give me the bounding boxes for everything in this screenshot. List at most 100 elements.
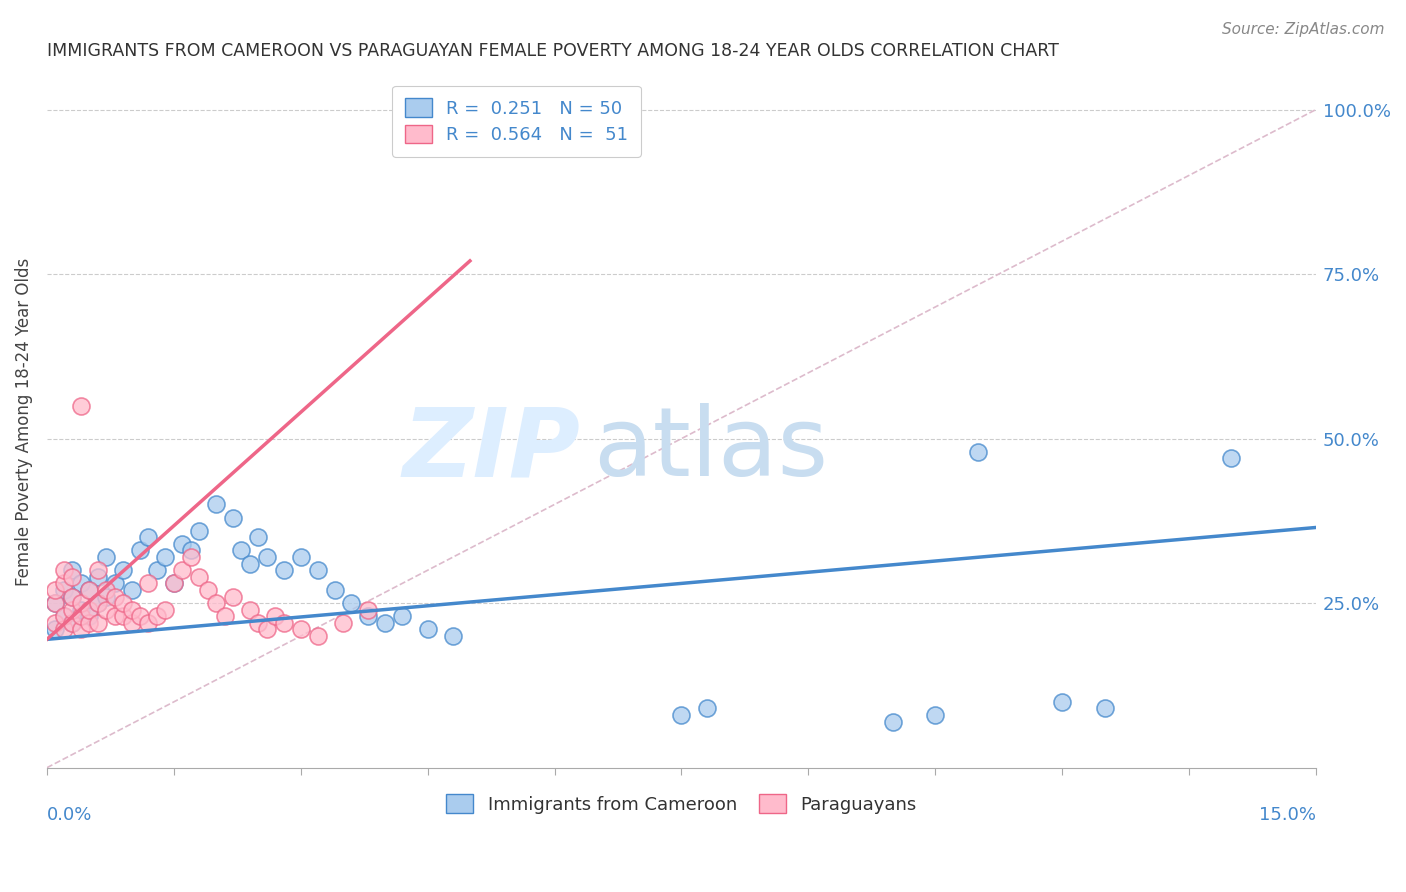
- Point: [374, 615, 396, 630]
- Point: [391, 609, 413, 624]
- Point: [205, 596, 228, 610]
- Point: [1050, 695, 1073, 709]
- Point: [180, 543, 202, 558]
- Point: [290, 623, 312, 637]
- Text: atlas: atlas: [593, 403, 828, 496]
- Point: [77, 615, 100, 630]
- Point: [121, 582, 143, 597]
- Point: [323, 582, 346, 597]
- Point: [163, 576, 186, 591]
- Point: [671, 708, 693, 723]
- Point: [60, 590, 83, 604]
- Point: [357, 603, 380, 617]
- Point: [146, 563, 169, 577]
- Point: [94, 550, 117, 565]
- Point: [69, 603, 91, 617]
- Point: [239, 557, 262, 571]
- Point: [273, 563, 295, 577]
- Point: [69, 609, 91, 624]
- Text: Source: ZipAtlas.com: Source: ZipAtlas.com: [1222, 22, 1385, 37]
- Point: [882, 714, 904, 729]
- Point: [44, 615, 66, 630]
- Point: [44, 582, 66, 597]
- Point: [121, 615, 143, 630]
- Point: [112, 596, 135, 610]
- Point: [77, 603, 100, 617]
- Point: [172, 537, 194, 551]
- Point: [94, 603, 117, 617]
- Point: [52, 609, 75, 624]
- Point: [129, 543, 152, 558]
- Point: [86, 563, 108, 577]
- Point: [121, 603, 143, 617]
- Point: [77, 582, 100, 597]
- Point: [60, 603, 83, 617]
- Point: [416, 623, 439, 637]
- Point: [155, 603, 177, 617]
- Text: 15.0%: 15.0%: [1258, 805, 1316, 823]
- Point: [214, 609, 236, 624]
- Point: [966, 444, 988, 458]
- Point: [103, 576, 125, 591]
- Point: [222, 590, 245, 604]
- Point: [172, 563, 194, 577]
- Point: [357, 609, 380, 624]
- Point: [60, 570, 83, 584]
- Point: [69, 576, 91, 591]
- Point: [180, 550, 202, 565]
- Point: [138, 530, 160, 544]
- Point: [69, 399, 91, 413]
- Point: [44, 596, 66, 610]
- Point: [112, 609, 135, 624]
- Point: [86, 596, 108, 610]
- Point: [307, 563, 329, 577]
- Text: ZIP: ZIP: [402, 403, 579, 496]
- Point: [441, 629, 464, 643]
- Point: [77, 609, 100, 624]
- Point: [256, 623, 278, 637]
- Point: [52, 609, 75, 624]
- Legend: Immigrants from Cameroon, Paraguayans: Immigrants from Cameroon, Paraguayans: [439, 787, 924, 821]
- Point: [696, 701, 718, 715]
- Point: [924, 708, 946, 723]
- Point: [307, 629, 329, 643]
- Point: [1094, 701, 1116, 715]
- Point: [138, 615, 160, 630]
- Point: [188, 524, 211, 538]
- Point: [197, 582, 219, 597]
- Point: [103, 609, 125, 624]
- Point: [205, 497, 228, 511]
- Y-axis label: Female Poverty Among 18-24 Year Olds: Female Poverty Among 18-24 Year Olds: [15, 258, 32, 586]
- Text: IMMIGRANTS FROM CAMEROON VS PARAGUAYAN FEMALE POVERTY AMONG 18-24 YEAR OLDS CORR: IMMIGRANTS FROM CAMEROON VS PARAGUAYAN F…: [46, 42, 1059, 60]
- Point: [52, 576, 75, 591]
- Text: 0.0%: 0.0%: [46, 805, 93, 823]
- Point: [44, 596, 66, 610]
- Point: [146, 609, 169, 624]
- Point: [239, 603, 262, 617]
- Point: [44, 623, 66, 637]
- Point: [86, 596, 108, 610]
- Point: [94, 590, 117, 604]
- Point: [60, 590, 83, 604]
- Point: [256, 550, 278, 565]
- Point: [138, 576, 160, 591]
- Point: [77, 582, 100, 597]
- Point: [290, 550, 312, 565]
- Point: [247, 615, 270, 630]
- Point: [231, 543, 253, 558]
- Point: [69, 623, 91, 637]
- Point: [60, 615, 83, 630]
- Point: [52, 582, 75, 597]
- Point: [103, 590, 125, 604]
- Point: [112, 563, 135, 577]
- Point: [86, 570, 108, 584]
- Point: [52, 623, 75, 637]
- Point: [69, 596, 91, 610]
- Point: [188, 570, 211, 584]
- Point: [1220, 451, 1243, 466]
- Point: [60, 615, 83, 630]
- Point: [163, 576, 186, 591]
- Point: [129, 609, 152, 624]
- Point: [264, 609, 287, 624]
- Point: [332, 615, 354, 630]
